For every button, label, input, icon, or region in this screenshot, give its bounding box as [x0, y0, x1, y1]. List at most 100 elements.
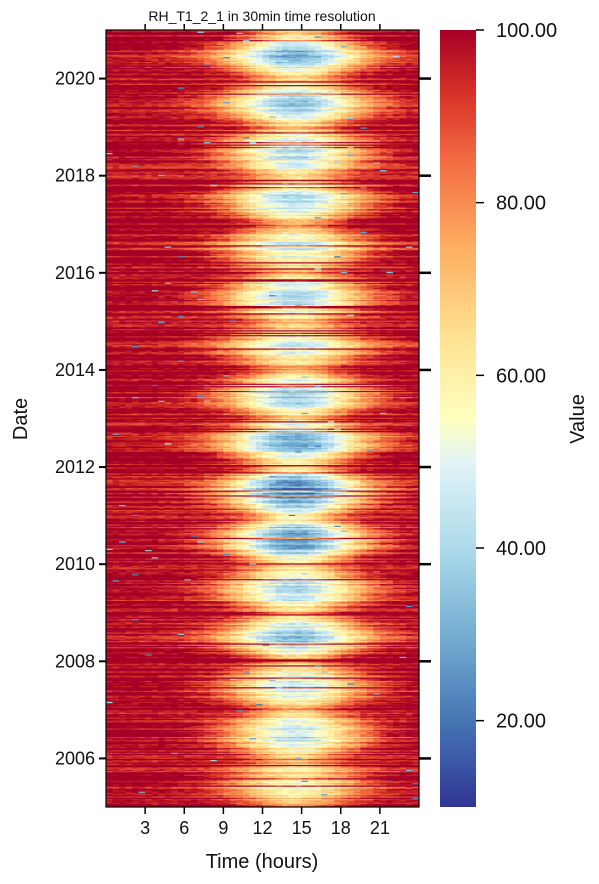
heatmap-cell	[158, 775, 166, 778]
heatmap-cell	[125, 786, 133, 788]
heatmap-cell	[223, 786, 231, 788]
heatmap-cell	[197, 788, 205, 791]
heatmap-cell	[229, 766, 237, 769]
heatmap-cell	[190, 753, 198, 756]
heatmap-cell	[334, 785, 342, 787]
heatmap-cell	[106, 771, 113, 774]
heatmap-cell	[171, 764, 179, 767]
heatmap-cell	[242, 766, 250, 769]
heatmap-cell	[366, 773, 374, 775]
heatmap-cell	[255, 774, 263, 776]
heatmap-cell	[288, 763, 296, 765]
heatmap-cell	[242, 802, 250, 804]
heatmap-cell	[327, 776, 335, 779]
heatmap-cell	[373, 759, 381, 762]
heatmap-cell	[262, 797, 270, 799]
heatmap-cell	[301, 753, 309, 756]
heatmap-cell	[125, 770, 133, 773]
heatmap-cell	[190, 758, 198, 761]
heatmap-cell	[314, 749, 322, 752]
heatmap-cell	[412, 748, 420, 751]
heatmap-cell	[412, 797, 420, 799]
heatmap-cell	[282, 791, 289, 793]
heatmap-cell	[255, 797, 263, 799]
heatmap-cell	[197, 804, 205, 807]
heatmap-cell	[197, 764, 205, 767]
heatmap-cell	[295, 779, 303, 781]
heatmap-cell	[353, 773, 361, 775]
heatmap-cell	[242, 768, 250, 770]
heatmap-cell	[119, 775, 126, 778]
heatmap-cell	[190, 790, 198, 792]
heatmap-cell	[262, 771, 270, 774]
heatmap-cell	[171, 751, 179, 753]
heatmap-cell	[412, 792, 420, 795]
heatmap-cell	[158, 760, 166, 763]
heatmap-cell	[197, 783, 205, 786]
heatmap-cell	[301, 748, 309, 751]
heatmap-cell	[210, 774, 218, 776]
heatmap-cell	[405, 779, 413, 781]
heatmap-cell	[229, 748, 237, 751]
heatmap-cell	[340, 764, 348, 767]
heatmap-cell	[216, 781, 224, 784]
heatmap-cell	[386, 785, 394, 787]
heatmap-cell	[262, 751, 270, 753]
heatmap-cell	[321, 797, 329, 799]
heatmap-cell	[275, 776, 283, 779]
heatmap-cell	[249, 765, 257, 768]
heatmap-cell	[210, 751, 218, 753]
heatmap-cell	[229, 770, 237, 773]
heatmap-cell	[314, 757, 322, 759]
heatmap-cell	[119, 765, 126, 768]
heatmap-cell	[203, 759, 211, 762]
heatmap-cell	[288, 794, 296, 797]
heatmap-cell	[138, 793, 146, 796]
heatmap-cell	[379, 748, 387, 751]
heatmap-cell	[366, 771, 374, 774]
heatmap-cell	[262, 782, 270, 785]
heatmap-cell	[301, 802, 309, 804]
heatmap-cell	[158, 794, 166, 797]
heatmap-cell	[353, 753, 361, 756]
heatmap-cell	[373, 769, 381, 771]
heatmap-cell	[164, 804, 172, 807]
heatmap-cell	[295, 783, 303, 786]
heatmap-cell	[295, 777, 303, 780]
heatmap-cell	[340, 791, 348, 793]
heatmap-cell	[399, 794, 407, 797]
heatmap-cell	[275, 747, 283, 750]
heatmap-cell	[255, 776, 263, 779]
heatmap-cell	[203, 774, 211, 776]
heatmap-cell	[295, 758, 303, 761]
heatmap-cell	[112, 759, 120, 762]
heatmap-cell	[223, 773, 231, 775]
heatmap-cell	[340, 756, 348, 758]
heatmap-cell	[177, 747, 185, 750]
heatmap-cell	[347, 766, 355, 769]
heatmap-cell	[327, 754, 335, 757]
heatmap-cell	[379, 788, 387, 791]
heatmap-cell	[366, 765, 374, 768]
heatmap-cell	[334, 747, 342, 750]
heatmap-cell	[308, 759, 316, 762]
heatmap-cell	[255, 758, 263, 761]
heatmap-cell	[295, 754, 303, 757]
heatmap-cell	[366, 782, 374, 785]
heatmap-cell	[288, 785, 296, 787]
heatmap-cell	[223, 762, 231, 764]
heatmap-cell	[269, 752, 276, 754]
heatmap-cell	[327, 770, 335, 773]
heatmap-cell	[119, 766, 126, 769]
heatmap-cell	[229, 775, 237, 778]
heatmap-cell	[164, 770, 172, 773]
heatmap-cell	[314, 785, 322, 787]
heatmap-cell	[282, 773, 289, 775]
heatmap-cell	[269, 759, 276, 762]
heatmap-cell	[412, 802, 420, 804]
heatmap-cell	[145, 791, 153, 793]
heatmap-cell	[106, 796, 113, 798]
heatmap-cell	[151, 751, 159, 753]
heatmap-cell	[197, 768, 205, 770]
heatmap-cell	[106, 786, 113, 788]
